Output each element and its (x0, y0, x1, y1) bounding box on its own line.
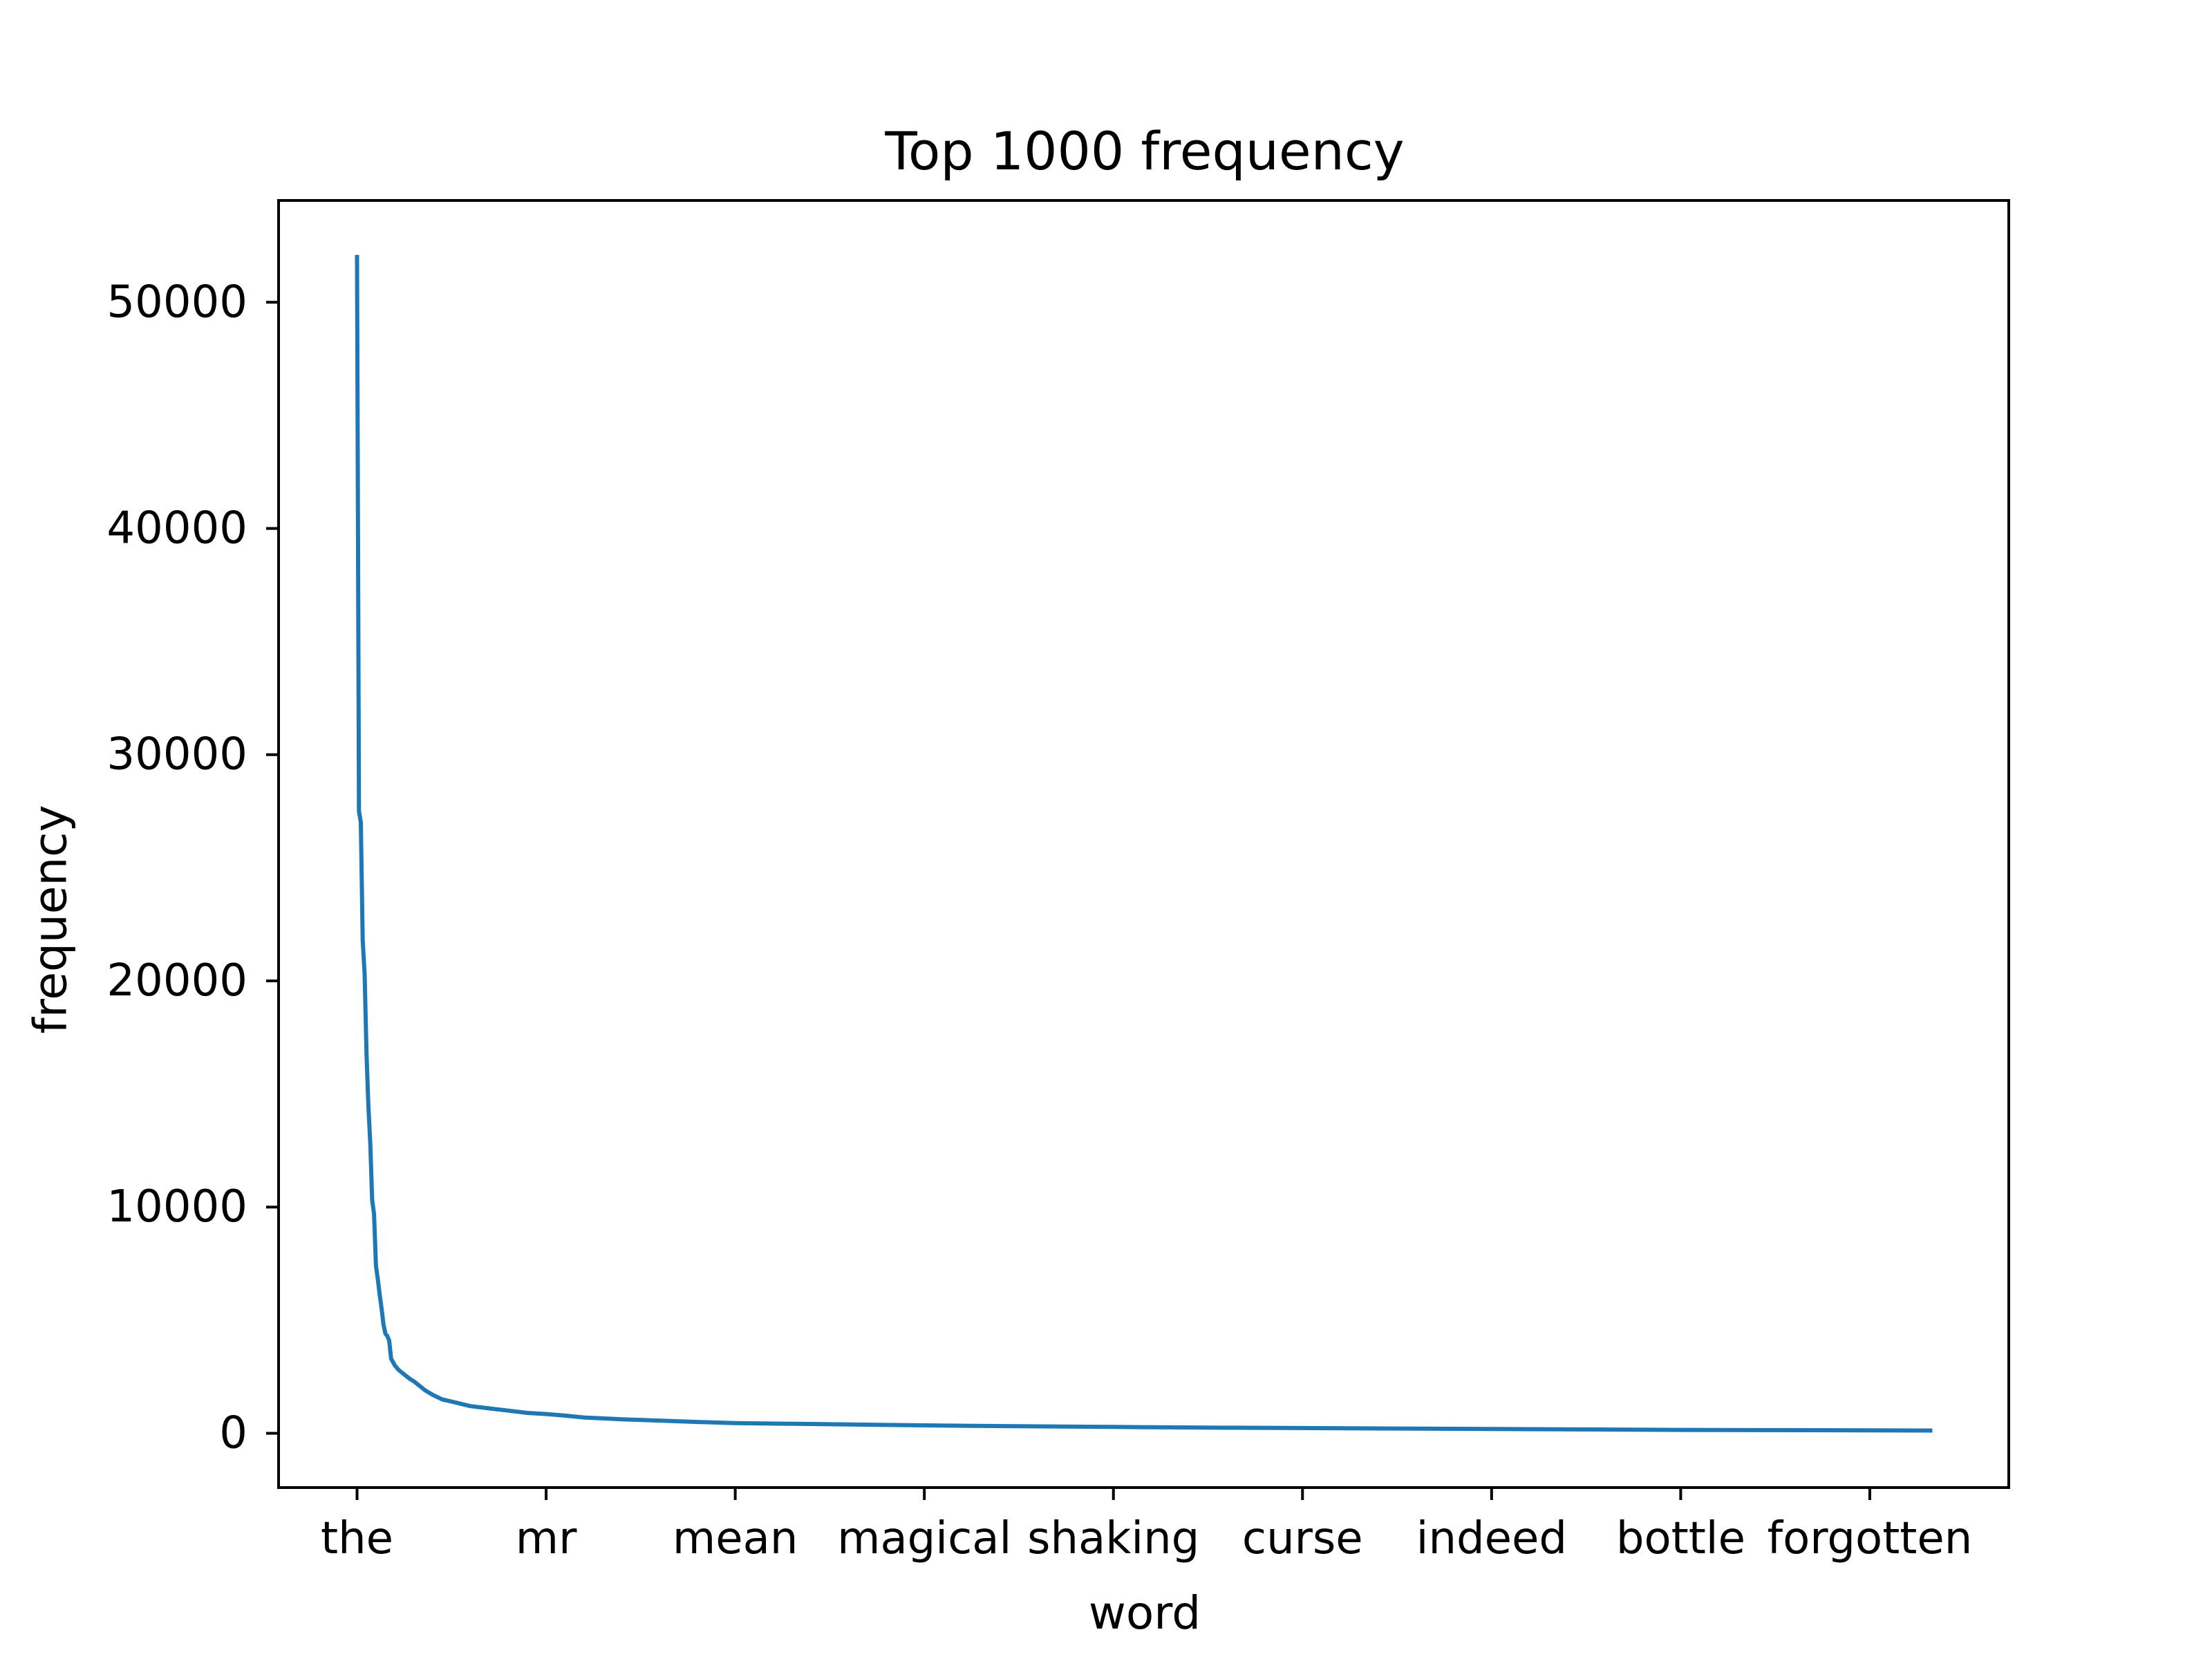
x-tick-label: mr (516, 1513, 577, 1564)
x-tick-label: the (321, 1513, 393, 1564)
y-tick-label: 40000 (106, 503, 247, 554)
x-tick-label: curse (1242, 1513, 1363, 1564)
x-tick-label: mean (673, 1513, 798, 1564)
y-tick-label: 10000 (106, 1181, 247, 1232)
x-tick-label: forgotten (1768, 1513, 1973, 1564)
y-tick-label: 30000 (106, 729, 247, 780)
x-tick-label: shaking (1027, 1513, 1199, 1564)
axis-ticks: the mr mean magical shaking curse indeed bottle… (106, 276, 1972, 1564)
y-tick-label: 20000 (106, 955, 247, 1006)
x-tick-label: bottle (1616, 1513, 1745, 1564)
y-tick-label: 50000 (106, 276, 247, 328)
x-tick-label: indeed (1416, 1513, 1567, 1564)
y-tick-label: 0 (219, 1407, 247, 1459)
x-axis-title: word (1089, 1586, 1201, 1640)
chart-title: Top 1000 frequency (884, 120, 1404, 182)
frequency-series-line (355, 254, 1933, 1433)
series-layer (355, 254, 1933, 1433)
plot-area-frame (277, 199, 2010, 1489)
y-axis-title: frequency (24, 805, 77, 1033)
x-tick-label: magical (837, 1513, 1011, 1564)
